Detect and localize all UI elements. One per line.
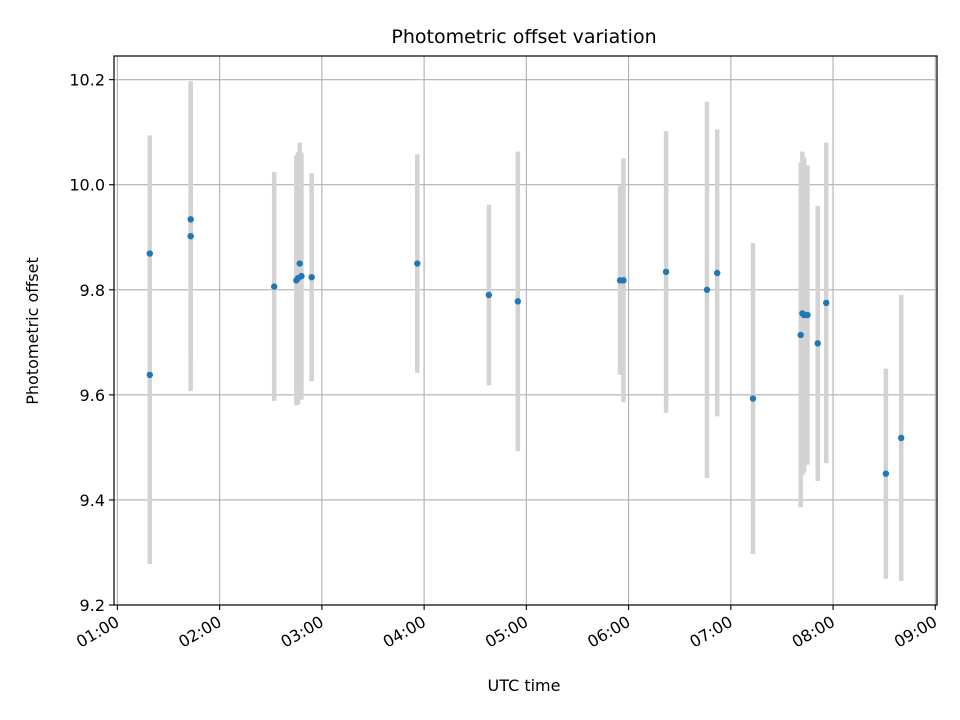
x-axis-ticks: 01:00 02:00 03:00 04:00 05:00 06:00 07:00 08:00… bbox=[73, 605, 940, 652]
data-point bbox=[146, 371, 153, 379]
x-tick-label: 04:00 bbox=[380, 612, 429, 652]
data-point bbox=[797, 331, 804, 339]
data-point bbox=[146, 250, 153, 257]
grid-lines bbox=[114, 56, 937, 606]
y-tick-label: 9.2 bbox=[80, 596, 105, 615]
y-axis-ticks: 9.2 9.4 9.6 9.8 10.0 10.2 bbox=[69, 71, 114, 615]
plot-frame bbox=[113, 55, 938, 606]
data-point bbox=[823, 299, 830, 307]
data-point bbox=[298, 272, 305, 280]
data-point bbox=[187, 216, 194, 223]
data-point bbox=[308, 273, 315, 281]
data-point bbox=[749, 395, 757, 402]
data-point bbox=[414, 260, 421, 267]
y-tick-label: 9.8 bbox=[80, 281, 105, 300]
data-point bbox=[296, 260, 303, 267]
data-point bbox=[187, 232, 194, 240]
data-point bbox=[662, 268, 670, 276]
data-point bbox=[514, 298, 522, 305]
x-tick-label: 09:00 bbox=[891, 612, 940, 652]
data-point bbox=[882, 470, 890, 477]
x-tick-label: 06:00 bbox=[584, 612, 633, 652]
data-point bbox=[620, 277, 627, 284]
x-tick-label: 01:00 bbox=[73, 612, 122, 652]
x-tick-label: 05:00 bbox=[482, 612, 531, 652]
x-tick-label: 08:00 bbox=[789, 612, 838, 652]
error-bars bbox=[147, 81, 904, 581]
y-tick-label: 9.4 bbox=[80, 491, 105, 510]
x-tick-label: 03:00 bbox=[277, 612, 326, 652]
y-tick-label: 9.6 bbox=[80, 386, 105, 405]
data-point bbox=[814, 340, 821, 347]
data-point bbox=[898, 434, 905, 442]
data-point bbox=[485, 291, 493, 299]
data-point bbox=[703, 286, 711, 293]
y-tick-label: 10.2 bbox=[69, 71, 105, 90]
data-point bbox=[804, 311, 811, 319]
data-points bbox=[146, 216, 905, 477]
x-axis-title: UTC time bbox=[488, 676, 561, 695]
x-tick-label: 07:00 bbox=[686, 612, 735, 652]
chart-title: Photometric offset variation bbox=[391, 26, 656, 48]
x-tick-label: 02:00 bbox=[175, 612, 224, 652]
y-tick-label: 10.0 bbox=[69, 176, 105, 195]
data-point bbox=[713, 269, 721, 277]
y-axis-title: Photometric offset bbox=[23, 257, 42, 405]
data-point bbox=[270, 283, 278, 290]
